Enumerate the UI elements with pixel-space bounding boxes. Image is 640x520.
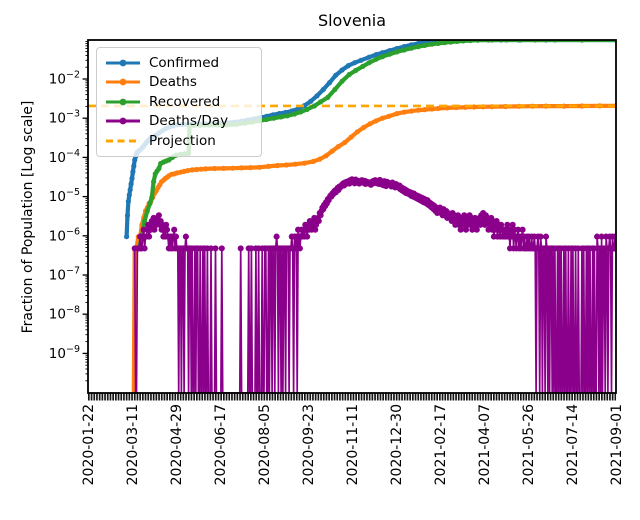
legend-item-deaths-day: Deaths/Day (105, 112, 253, 132)
svg-text:10−7: 10−7 (49, 266, 80, 284)
svg-text:10−3: 10−3 (49, 109, 80, 127)
svg-text:2021-02-17: 2021-02-17 (433, 404, 449, 485)
svg-text:2021-04-07: 2021-04-07 (477, 404, 493, 485)
svg-text:10−2: 10−2 (49, 70, 80, 88)
legend-swatch-deaths-day (106, 117, 140, 125)
legend-label-projection: Projection (149, 132, 216, 149)
svg-text:2020-11-11: 2020-11-11 (345, 404, 361, 485)
y-axis-label: Fraction of Population [Log scale] (20, 100, 36, 334)
svg-text:2020-09-23: 2020-09-23 (301, 404, 317, 485)
svg-text:2020-01-22: 2020-01-22 (81, 404, 97, 485)
legend-swatch-confirmed (106, 59, 140, 67)
svg-text:2021-09-01: 2021-09-01 (609, 404, 625, 485)
legend-label-deaths: Deaths (149, 74, 197, 91)
legend-item-recovered: Recovered (105, 92, 253, 112)
svg-text:2020-08-05: 2020-08-05 (257, 404, 273, 485)
legend-label-confirmed: Confirmed (149, 54, 220, 71)
x-axis-tick-labels: 2020-01-22 2020-03-11 2020-04-29 2020-06-17… (81, 404, 625, 485)
deaths-per-day-markers (131, 176, 616, 252)
legend-swatch-deaths (106, 78, 140, 86)
svg-text:2020-03-11: 2020-03-11 (125, 404, 141, 485)
legend-swatch-projection (106, 139, 140, 143)
legend-item-projection: Projection (105, 131, 253, 151)
legend-label-deaths-day: Deaths/Day (149, 113, 229, 130)
svg-text:2020-12-30: 2020-12-30 (389, 404, 405, 485)
deaths-per-day-series (131, 176, 616, 393)
deaths-per-day-line (133, 176, 616, 393)
svg-text:2021-05-26: 2021-05-26 (521, 404, 537, 485)
svg-text:2020-06-17: 2020-06-17 (213, 404, 229, 485)
chart-title: Slovenia (317, 11, 387, 30)
legend-swatch-recovered (106, 98, 140, 106)
plot-border (87, 39, 617, 394)
svg-text:2021-07-14: 2021-07-14 (565, 404, 581, 485)
svg-text:10−5: 10−5 (49, 187, 80, 205)
svg-text:2020-04-29: 2020-04-29 (169, 404, 185, 485)
legend-item-deaths: Deaths (105, 73, 253, 93)
legend-item-confirmed: Confirmed (105, 53, 253, 73)
svg-text:10−9: 10−9 (49, 344, 80, 362)
svg-text:10−6: 10−6 (49, 226, 80, 244)
y-axis-tick-labels: 10−2 10−3 10−4 10−5 10−6 10−7 10−8 10−9 (49, 70, 80, 362)
legend-label-recovered: Recovered (149, 93, 221, 110)
svg-text:10−4: 10−4 (49, 148, 80, 166)
legend: Confirmed Deaths Recovered Deaths/Day Projec… (96, 47, 262, 157)
svg-text:10−8: 10−8 (49, 305, 80, 323)
